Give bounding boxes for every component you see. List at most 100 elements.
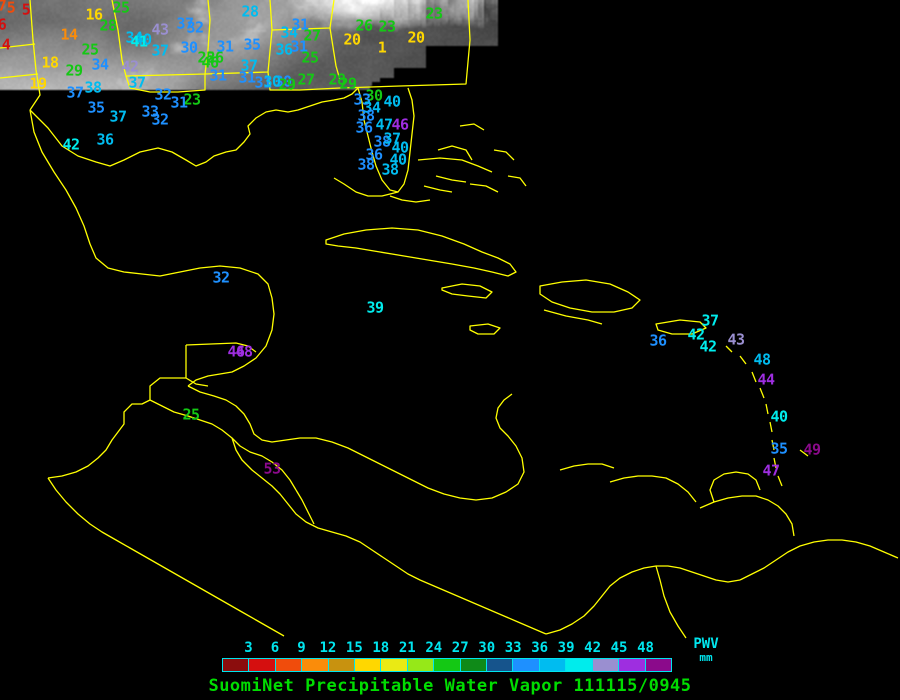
station-pwv-value: 32 bbox=[151, 110, 169, 129]
station-pwv-value: 26 bbox=[355, 16, 373, 35]
station-pwv-value: 37 bbox=[109, 107, 127, 126]
colorbar-swatch-7 bbox=[407, 659, 435, 671]
pwv-label-text: PWV bbox=[693, 636, 719, 652]
station-pwv-value: 20 bbox=[343, 30, 361, 49]
colorbar-tick-12: 12 bbox=[319, 640, 337, 656]
station-pwv-value: 28 bbox=[99, 16, 117, 35]
station-pwv-value: 40 bbox=[134, 30, 152, 49]
station-pwv-value: 25 bbox=[182, 405, 200, 424]
station-pwv-value: 47 bbox=[762, 461, 780, 480]
station-pwv-value: 48 bbox=[753, 350, 771, 369]
station-pwv-value: 40 bbox=[770, 407, 788, 426]
station-pwv-value: 38 bbox=[381, 160, 399, 179]
colorbar-tick-labels: 3 6 9 12 15 18 21 24 27 30 33 36 39 42 45 48 bbox=[0, 640, 900, 656]
station-pwv-value: 43 bbox=[727, 330, 745, 349]
station-pwv-value: 40 bbox=[389, 150, 407, 169]
colorbar-swatch-13 bbox=[566, 659, 593, 671]
station-pwv-value: 23 bbox=[425, 4, 443, 23]
station-pwv-value: 26 bbox=[206, 48, 224, 67]
station-pwv-value: 36 bbox=[649, 331, 667, 350]
station-pwv-value: 30 bbox=[365, 86, 383, 105]
station-pwv-value: 32 bbox=[186, 18, 204, 37]
station-pwv-value: 42 bbox=[62, 135, 80, 154]
station-pwv-value: 40 bbox=[383, 92, 401, 111]
colorbar-swatch-12 bbox=[539, 659, 567, 671]
pwv-unit-text: mm bbox=[699, 651, 713, 664]
colorbar-tick-21: 21 bbox=[398, 640, 416, 656]
station-pwv-value: 37 bbox=[383, 129, 401, 148]
station-pwv-value: 37 bbox=[701, 311, 719, 330]
station-pwv-value: 53 bbox=[263, 459, 281, 478]
station-pwv-value: 40 bbox=[391, 138, 409, 157]
station-pwv-value: 28 bbox=[328, 70, 346, 89]
station-pwv-value: 25 bbox=[112, 0, 130, 17]
station-pwv-value: 29 bbox=[65, 61, 83, 80]
station-pwv-value: 32 bbox=[154, 85, 172, 104]
pwv-colorbar bbox=[222, 658, 672, 672]
station-pwv-value: 38 bbox=[357, 106, 375, 125]
station-pwv-value: 4 bbox=[1, 35, 11, 54]
pwv-unit-label: PWV mm bbox=[676, 636, 736, 664]
colorbar-tick-48: 48 bbox=[637, 640, 654, 656]
station-pwv-value: 18 bbox=[41, 53, 59, 72]
colorbar-swatch-2 bbox=[275, 659, 303, 671]
station-pwv-value: 25 bbox=[301, 48, 319, 67]
colorbar-tick-33: 33 bbox=[504, 640, 522, 656]
station-pwv-value: 25 bbox=[197, 48, 215, 67]
station-pwv-value: 5 bbox=[6, 0, 16, 17]
station-pwv-value: 31 bbox=[290, 37, 308, 56]
station-pwv-value: 34 bbox=[125, 28, 143, 47]
station-pwv-value: 31 bbox=[209, 66, 227, 85]
station-pwv-value: 37 bbox=[240, 56, 258, 75]
colorbar-tick-27: 27 bbox=[451, 640, 469, 656]
station-pwv-value: 30 bbox=[274, 72, 292, 91]
station-pwv-value: 31 bbox=[170, 93, 188, 112]
colorbar-swatch-11 bbox=[513, 659, 540, 671]
station-pwv-value: 23 bbox=[378, 17, 396, 36]
station-pwv-value: 42 bbox=[121, 57, 139, 76]
station-pwv-value: 31 bbox=[291, 15, 309, 34]
station-pwv-value: 46 bbox=[201, 53, 219, 72]
station-pwv-value: 7 bbox=[0, 0, 7, 15]
station-pwv-value: 5 bbox=[21, 0, 31, 19]
colorbar-tick-30: 30 bbox=[478, 640, 496, 656]
station-pwv-value: 37 bbox=[66, 83, 84, 102]
station-pwv-value: 34 bbox=[91, 55, 109, 74]
station-pwv-value: 16 bbox=[85, 5, 103, 24]
colorbar-swatch-14 bbox=[592, 659, 620, 671]
station-pwv-value: 1 bbox=[377, 38, 387, 57]
station-pwv-value: 42 bbox=[699, 337, 717, 356]
colorbar-tick-39: 39 bbox=[557, 640, 575, 656]
station-pwv-value: 42 bbox=[687, 325, 705, 344]
station-pwv-value: 19 bbox=[29, 74, 47, 93]
colorbar-swatch-16 bbox=[645, 659, 671, 671]
colorbar-tick-36: 36 bbox=[531, 640, 549, 656]
station-pwv-value: 37 bbox=[176, 14, 194, 33]
station-pwv-value: 29 bbox=[278, 75, 296, 94]
station-pwv-value: 37 bbox=[151, 41, 169, 60]
station-pwv-value: 33 bbox=[353, 90, 371, 109]
colorbar-swatch-15 bbox=[619, 659, 646, 671]
colorbar-swatch-10 bbox=[487, 659, 514, 671]
colorbar-swatch-4 bbox=[328, 659, 356, 671]
station-pwv-value: 48 bbox=[235, 342, 253, 361]
station-pwv-value: 34 bbox=[280, 23, 298, 42]
station-pwv-value: 39 bbox=[366, 298, 384, 317]
colorbar-tick-15: 15 bbox=[345, 640, 363, 656]
station-pwv-value: 49 bbox=[803, 440, 821, 459]
station-pwv-value: 31 bbox=[254, 73, 272, 92]
colorbar-swatch-1 bbox=[249, 659, 276, 671]
station-pwv-value: 6 bbox=[0, 15, 7, 34]
station-pwv-value: 33 bbox=[141, 102, 159, 121]
satellite-image-panel: 5 7 5 6 4 18 19 29 14 16 25 28 25 34 42 34 40 41 43 37 30 37 3… bbox=[0, 0, 900, 640]
colorbar-swatch-3 bbox=[302, 659, 329, 671]
station-pwv-value: 47 bbox=[375, 115, 393, 134]
station-pwv-value: 44 bbox=[757, 370, 775, 389]
station-pwv-value: 32 bbox=[212, 268, 230, 287]
station-pwv-value: 38 bbox=[357, 155, 375, 174]
colorbar-tick-9: 9 bbox=[297, 640, 306, 656]
station-pwv-value: 35 bbox=[243, 35, 261, 54]
station-pwv-value: 36 bbox=[96, 130, 114, 149]
station-pwv-value: 35 bbox=[87, 98, 105, 117]
station-pwv-value: 27 bbox=[303, 26, 321, 45]
